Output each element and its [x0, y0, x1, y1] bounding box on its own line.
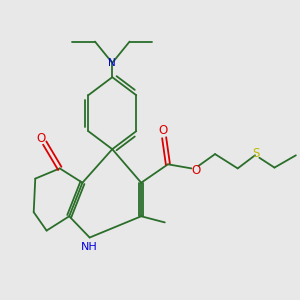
Text: O: O — [36, 132, 46, 145]
Text: NH: NH — [81, 242, 98, 251]
Text: O: O — [158, 124, 167, 137]
Text: N: N — [108, 58, 116, 68]
Text: O: O — [191, 164, 200, 176]
Text: S: S — [253, 147, 260, 160]
